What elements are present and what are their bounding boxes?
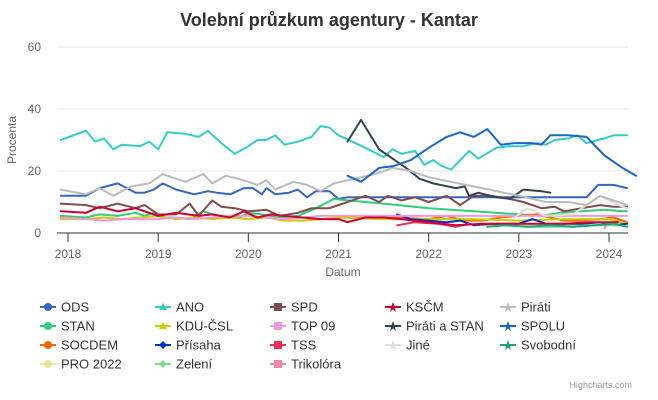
legend-item-zeleni[interactable]: Zelení — [155, 357, 213, 372]
legend-label[interactable]: TSS — [291, 338, 317, 353]
legend-item-top-09[interactable]: TOP 09 — [270, 319, 335, 334]
legend-label[interactable]: SOCDEM — [61, 338, 118, 353]
series-line-pirati[interactable] — [59, 166, 628, 207]
diamond-marker-icon — [159, 360, 167, 368]
legend-label[interactable]: ODS — [61, 300, 90, 315]
series-line-kscm[interactable] — [59, 205, 619, 227]
x-tick-label: 2021 — [325, 247, 352, 261]
star-marker-icon — [388, 340, 398, 350]
x-tick-label: 2020 — [235, 247, 262, 261]
x-tick-label: 2018 — [55, 247, 82, 261]
circle-marker-icon — [44, 360, 52, 368]
star-marker-icon — [503, 302, 513, 312]
legend-item-tss[interactable]: TSS — [270, 338, 317, 353]
series-group — [59, 118, 637, 230]
legend-label[interactable]: Přísaha — [176, 338, 222, 353]
x-tick-label: 2024 — [596, 247, 623, 261]
legend-label[interactable]: PRO 2022 — [61, 357, 122, 372]
legend: ODS STAN SOCDEM PRO 2022 ANO KDU-ČSL Přísaha Ze… — [40, 300, 576, 372]
legend-item-svobodni[interactable]: Svobodní — [500, 338, 576, 353]
legend-item-pirati[interactable]: Piráti — [500, 300, 551, 315]
legend-label[interactable]: SPOLU — [521, 319, 565, 334]
legend-label[interactable]: Piráti — [521, 300, 551, 315]
series-line-jine[interactable] — [513, 194, 628, 219]
legend-item-trikolora[interactable]: Trikolóra — [270, 357, 342, 372]
legend-item-socdem[interactable]: SOCDEM — [40, 338, 118, 353]
legend-label[interactable]: Jiné — [406, 338, 430, 353]
legend-label[interactable]: Zelení — [176, 357, 213, 372]
legend-label[interactable]: Trikolóra — [291, 357, 342, 372]
legend-label[interactable]: KSČM — [406, 300, 444, 315]
series-line-ano[interactable] — [59, 125, 628, 171]
series-line-top-09[interactable] — [59, 214, 628, 222]
legend-item-spd[interactable]: SPD — [270, 300, 318, 315]
triangle-marker-icon — [159, 322, 167, 329]
legend-item-pro-2022[interactable]: PRO 2022 — [40, 357, 122, 372]
legend-item-pirati-a-stan[interactable]: Piráti a STAN — [385, 319, 484, 334]
y-axis-title: Procenta — [5, 116, 19, 164]
square-marker-icon — [274, 360, 282, 368]
legend-item-stan[interactable]: STAN — [40, 319, 95, 334]
legend-item-ods[interactable]: ODS — [40, 300, 90, 315]
legend-label[interactable]: TOP 09 — [291, 319, 335, 334]
y-axis: 0 20 40 60 — [28, 40, 42, 240]
x-axis-title: Datum — [325, 265, 360, 279]
square-marker-icon — [274, 322, 282, 330]
legend-label[interactable]: KDU-ČSL — [176, 319, 233, 334]
legend-item-ano[interactable]: ANO — [155, 300, 204, 315]
legend-label[interactable]: STAN — [61, 319, 95, 334]
y-tick-label: 0 — [34, 226, 41, 240]
star-marker-icon — [388, 302, 398, 312]
x-axis: 2018 2019 2020 2021 2022 2023 2024 — [55, 233, 623, 261]
legend-item-prisaha[interactable]: Přísaha — [155, 338, 222, 353]
y-tick-label: 40 — [28, 102, 42, 116]
legend-item-jine[interactable]: Jiné — [385, 338, 430, 353]
star-marker-icon — [388, 321, 398, 331]
circle-marker-icon — [44, 303, 52, 311]
circle-marker-icon — [44, 341, 52, 349]
star-marker-icon — [503, 340, 513, 350]
square-marker-icon — [274, 303, 282, 311]
legend-label[interactable]: Piráti a STAN — [406, 319, 484, 334]
legend-item-kscm[interactable]: KSČM — [385, 300, 444, 315]
x-tick-label: 2023 — [505, 247, 532, 261]
series-line-spolu[interactable] — [346, 128, 637, 183]
x-tick-label: 2019 — [145, 247, 172, 261]
series-line-svobodni[interactable] — [486, 222, 628, 228]
y-tick-label: 60 — [28, 40, 42, 54]
legend-label[interactable]: Svobodní — [521, 338, 576, 353]
chart-title: Volební průzkum agentury - Kantar — [180, 10, 478, 30]
diamond-marker-icon — [159, 341, 167, 349]
triangle-marker-icon — [159, 303, 167, 310]
legend-label[interactable]: ANO — [176, 300, 204, 315]
y-tick-label: 20 — [28, 164, 42, 178]
credits-link[interactable]: Highcharts.com — [569, 380, 632, 390]
grid-lines — [57, 46, 628, 172]
star-marker-icon — [503, 321, 513, 331]
legend-label[interactable]: SPD — [291, 300, 318, 315]
legend-item-kdu-csl[interactable]: KDU-ČSL — [155, 319, 233, 334]
circle-marker-icon — [44, 322, 52, 330]
square-marker-icon — [274, 341, 282, 349]
legend-item-spolu[interactable]: SPOLU — [500, 319, 565, 334]
x-tick-label: 2022 — [415, 247, 442, 261]
series-line-pirati-a-stan[interactable] — [346, 118, 552, 200]
